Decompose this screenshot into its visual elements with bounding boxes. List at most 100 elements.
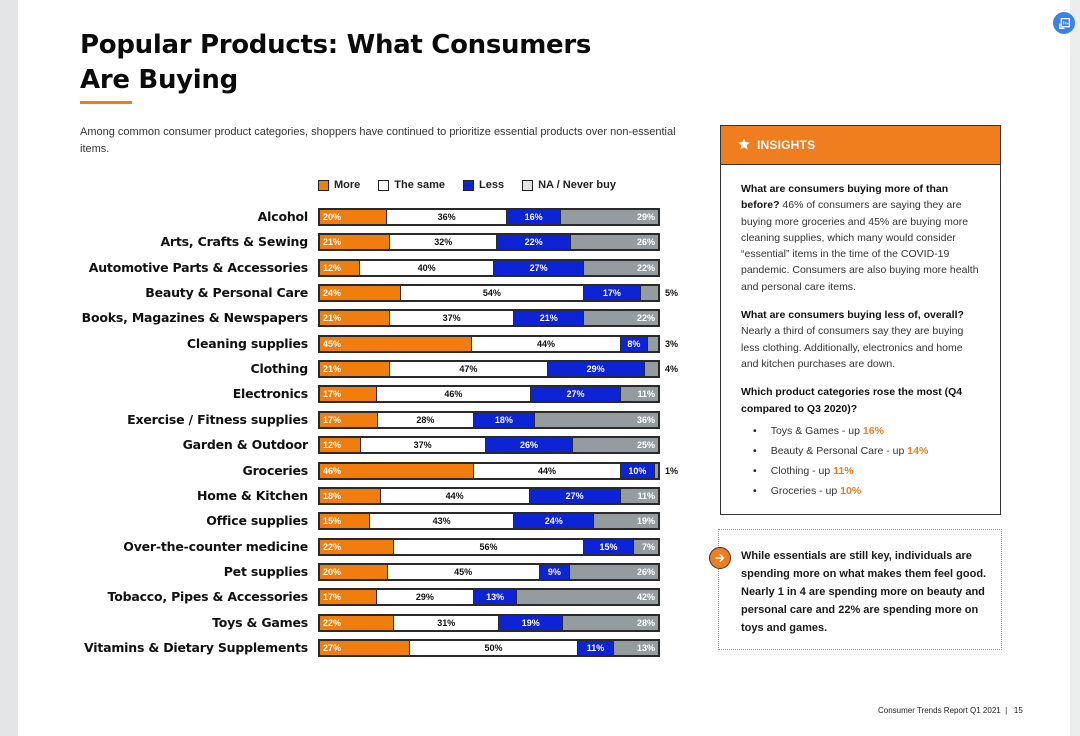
category-label: Automotive Parts & Accessories	[88, 259, 308, 275]
bar-segment-same: 46%	[376, 387, 531, 402]
bar-segment-more: 12%	[320, 438, 361, 453]
rose-pct: 14%	[907, 444, 929, 457]
bar-row: 15% 43% 24% 19%	[318, 512, 660, 531]
category-label: Toys & Games	[212, 614, 308, 630]
bar-row: 17% 28% 18% 36%	[318, 410, 660, 429]
insight-less-answer: Nearly a third of consumers say they are…	[741, 325, 964, 370]
bar-segment-same: 32%	[390, 235, 498, 250]
bar-row: 21% 47% 29%	[318, 360, 660, 379]
legend-swatch-less	[463, 179, 475, 191]
list-item: • Toys & Games - up 16%	[753, 424, 884, 437]
bar-segment-na: 28%	[563, 615, 658, 630]
floating-action-button[interactable]	[1053, 12, 1075, 34]
bar-segment-same: 45%	[387, 564, 540, 579]
bar-segment-na: 22%	[584, 311, 658, 326]
bar-segment-same: 44%	[472, 336, 621, 351]
category-label: Vitamins & Dietary Supplements	[84, 639, 308, 655]
bar-row: 46% 44% 10%	[318, 461, 660, 480]
bar-segment-less: 29%	[547, 362, 645, 377]
category-label: Arts, Crafts & Sewing	[160, 234, 308, 250]
insight-more-answer: 46% of consumers are saying they are buy…	[741, 199, 979, 293]
bar-segment-same: 36%	[386, 210, 508, 224]
outside-data-label: 1%	[665, 465, 679, 476]
scrollbar-track[interactable]	[1070, 0, 1080, 736]
legend-item-same: The same	[378, 179, 445, 191]
bar-segment-same: 50%	[410, 640, 578, 655]
category-label: Cleaning supplies	[186, 335, 308, 351]
rose-label: Clothing - up	[770, 464, 834, 477]
bar-segment-less: 27%	[494, 260, 585, 275]
bar-row: 27% 50% 11% 13%	[318, 638, 660, 657]
rose-pct: 11%	[833, 464, 854, 477]
bar-segment-na: 11%	[621, 387, 658, 402]
bar-segment-same: 37%	[360, 438, 486, 453]
category-label: Groceries	[242, 462, 309, 478]
bar-segment-same: 29%	[376, 590, 474, 605]
bar-segment-less: 24%	[514, 514, 595, 529]
bar-segment-more: 24%	[320, 286, 402, 301]
bar-segment-na	[644, 362, 658, 377]
page-footer: Consumer Trends Report Q1 2021 | 15	[878, 706, 1023, 715]
legend-swatch-more	[318, 179, 329, 191]
insight-less: What are consumers buying less of, overa…	[741, 307, 980, 372]
bar-row: 24% 54% 17%	[318, 284, 660, 303]
bar-row: 22% 56% 15% 7%	[318, 537, 660, 556]
bar-segment-less: 17%	[583, 286, 642, 301]
bar-row: 45% 44% 8%	[318, 334, 660, 353]
bar-segment-more: 21%	[320, 362, 391, 377]
legend-label-same: The same	[394, 179, 446, 191]
bar-segment-more: 45%	[320, 336, 473, 351]
bar-segment-na: 22%	[584, 260, 658, 275]
bar-segment-na: 42%	[517, 590, 658, 605]
bar-segment-more: 21%	[320, 311, 391, 326]
legend-item-more: More	[318, 179, 360, 191]
list-item: • Clothing - up 11%	[753, 464, 854, 477]
bar-segment-more: 20%	[320, 210, 387, 224]
bar-segment-same: 28%	[378, 412, 474, 427]
bar-segment-same: 54%	[401, 286, 584, 301]
bar-segment-more: 18%	[320, 488, 381, 503]
bar-segment-less: 18%	[473, 412, 536, 427]
category-label: Over-the-counter medicine	[123, 538, 308, 554]
legend-label-more: More	[334, 179, 361, 191]
bar-segment-same: 31%	[394, 615, 500, 630]
bar-segment-less: 22%	[497, 235, 571, 250]
bar-segment-less: 21%	[514, 311, 585, 326]
bar-row: 12% 40% 27% 22%	[318, 258, 660, 277]
bar-segment-more: 22%	[320, 615, 395, 630]
list-item: • Beauty & Personal Care - up 14%	[753, 444, 929, 457]
category-label: Home & Kitchen	[197, 487, 308, 503]
bar-segment-same: 43%	[370, 514, 515, 529]
bar-segment-more: 27%	[320, 640, 411, 655]
bar-segment-same: 44%	[380, 488, 530, 503]
bar-segment-na: 36%	[535, 412, 658, 427]
bar-segment-less: 19%	[499, 615, 564, 630]
bar-segment-less: 13%	[473, 590, 518, 605]
category-label: Beauty & Personal Care	[145, 285, 308, 301]
legend-item-less: Less	[463, 179, 504, 191]
bar-segment-more: 17%	[320, 412, 379, 427]
title-underline	[80, 101, 132, 104]
bar-segment-less: 16%	[507, 210, 561, 224]
bar-segment-same: 47%	[390, 362, 548, 377]
bar-row: 17% 29% 13% 42%	[318, 588, 660, 607]
bar-segment-less: 26%	[485, 438, 574, 453]
chart-legend: More The same Less NA / Never buy	[318, 179, 616, 191]
bar-segment-same: 56%	[394, 539, 584, 554]
rose-label: Toys & Games - up	[770, 424, 863, 437]
bar-row: 21% 37% 21% 22%	[318, 309, 660, 328]
bar-row: 20% 45% 9% 26%	[318, 562, 660, 581]
legend-item-na: NA / Never buy	[522, 179, 616, 191]
bar-row: 22% 31% 19% 28%	[318, 613, 660, 632]
page-subtitle: Among common consumer product categories…	[80, 126, 676, 155]
insight-rose-question: Which product categories rose the most (…	[741, 386, 963, 415]
bar-segment-na	[647, 336, 658, 351]
legend-label-na: NA / Never buy	[538, 179, 616, 191]
bar-segment-same: 37%	[390, 311, 515, 326]
rose-list: • Toys & Games - up 16% • Beauty & Persona…	[741, 421, 980, 501]
bar-segment-more: 17%	[320, 387, 377, 402]
bar-segment-more: 15%	[320, 514, 371, 529]
bar-row: 12% 37% 26% 25%	[318, 436, 660, 455]
legend-swatch-same	[378, 179, 390, 191]
rose-label: Beauty & Personal Care - up	[770, 444, 908, 457]
